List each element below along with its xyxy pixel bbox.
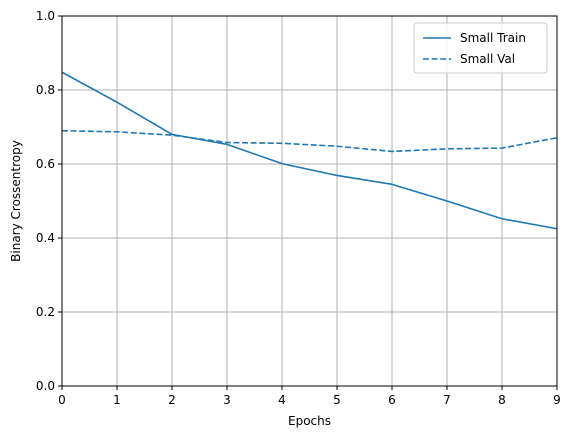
series-lines [61, 71, 558, 230]
legend-label: Small Train [460, 31, 526, 45]
ticks: 0 1 2 3 4 5 6 7 8 9 0.0 0.2 0.4 0.6 0.8 1.0 [36, 9, 561, 407]
y-tick-label: 0.4 [36, 231, 55, 245]
y-tick-label: 0.2 [36, 305, 55, 319]
x-tick-label: 0 [58, 393, 66, 407]
series-line-small-train [61, 71, 558, 230]
axes-background [62, 16, 557, 386]
x-tick-label: 5 [333, 393, 341, 407]
axes-frame [61, 15, 558, 387]
series-line-small-val [61, 129, 558, 153]
x-tick-label: 2 [168, 393, 176, 407]
x-tick-label: 6 [388, 393, 396, 407]
x-tick-label: 1 [113, 393, 121, 407]
legend-box [413, 22, 548, 74]
x-axis-label: Epochs [288, 414, 331, 428]
legend: Small Train Small Val [413, 22, 548, 74]
y-axis-label: Binary Crossentropy [9, 140, 23, 262]
y-tick-label: 1.0 [36, 9, 55, 23]
y-tick-label: 0.8 [36, 83, 55, 97]
plot-area: 0 1 2 3 4 5 6 7 8 9 0.0 0.2 0.4 0.6 0.8 1.0 [36, 9, 561, 407]
x-tick-label: 9 [553, 393, 561, 407]
y-tick-label: 0.0 [36, 379, 55, 393]
x-tick-label: 8 [498, 393, 506, 407]
y-tick-label: 0.6 [36, 157, 55, 171]
x-tick-label: 3 [223, 393, 231, 407]
x-tick-label: 7 [443, 393, 451, 407]
x-tick-label: 4 [278, 393, 286, 407]
legend-label: Small Val [460, 52, 515, 66]
